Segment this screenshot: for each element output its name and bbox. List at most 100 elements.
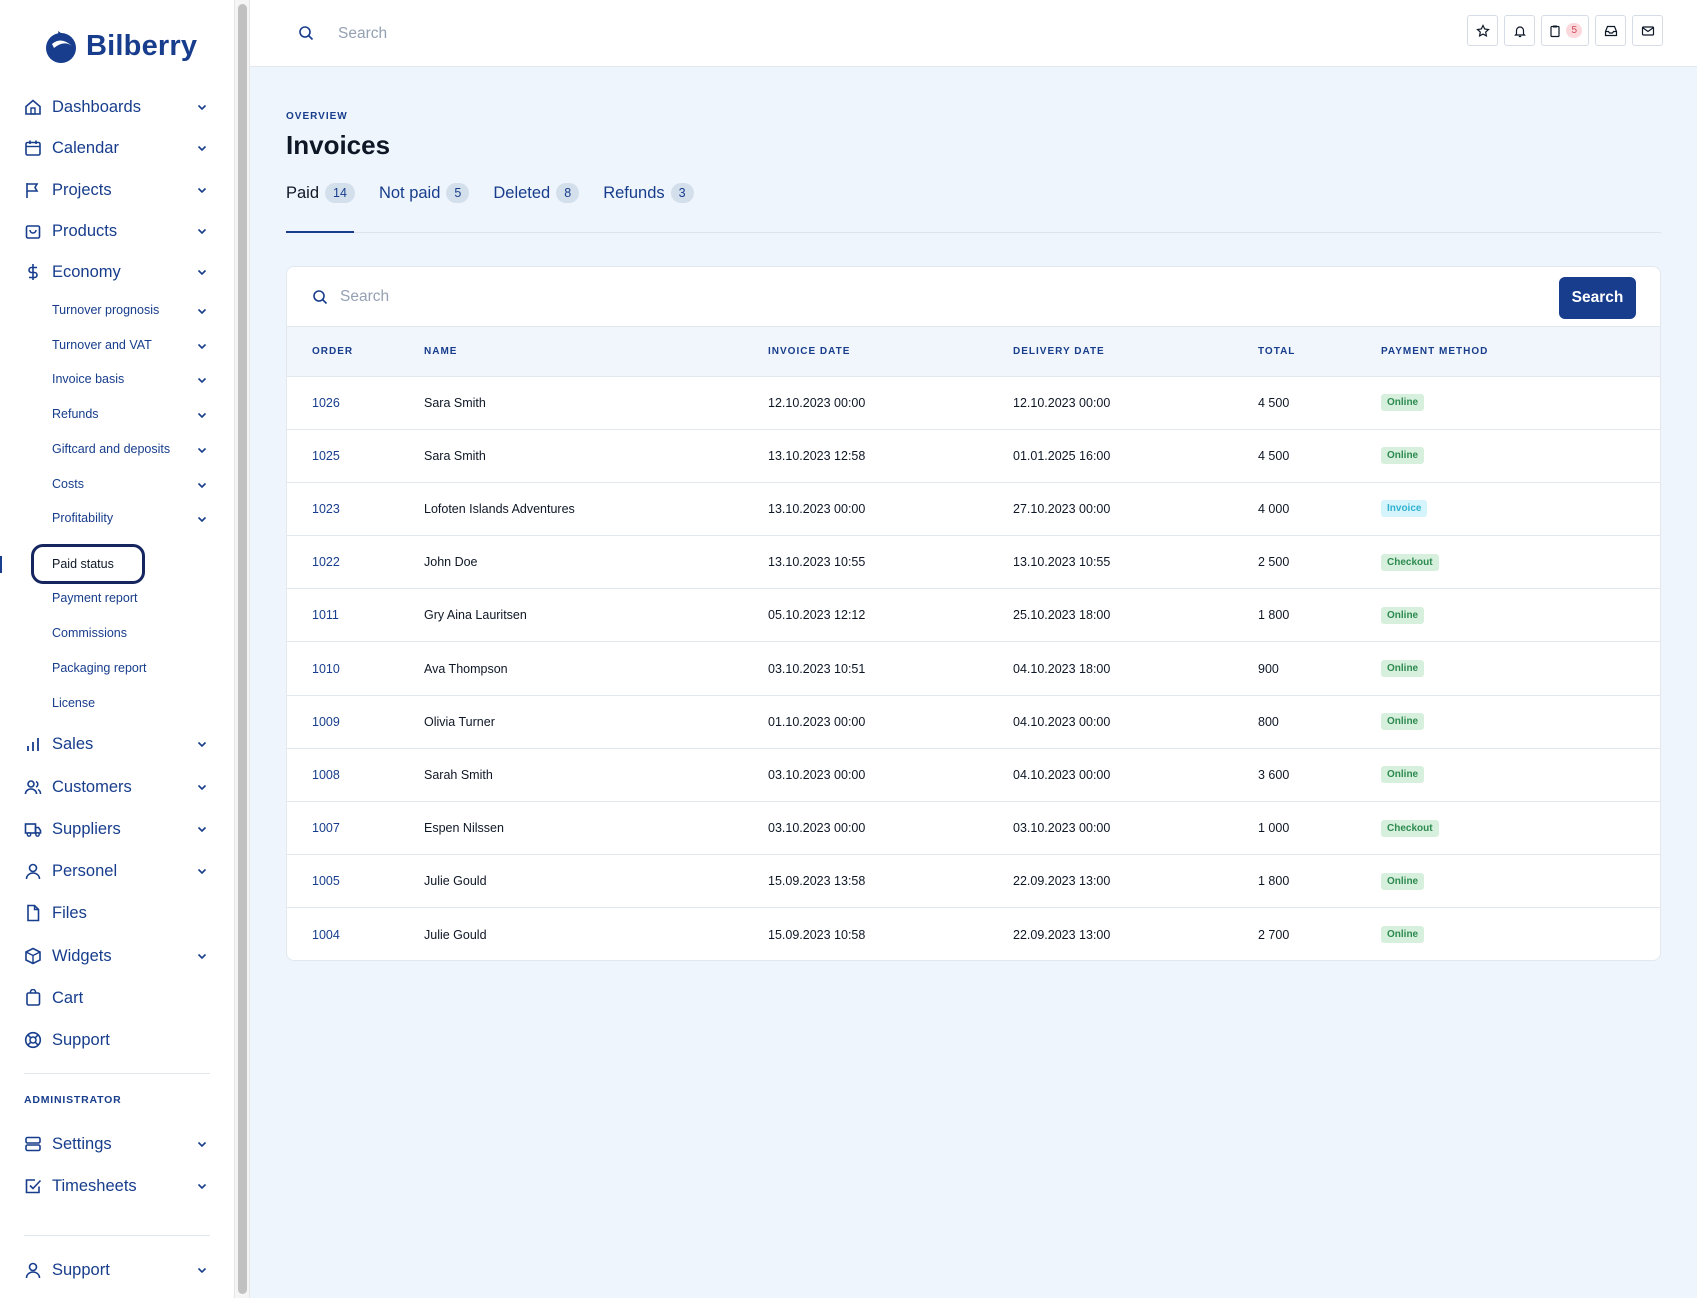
table-row[interactable]: 1008 Sarah Smith 03.10.2023 00:00 04.10.202… [287,748,1660,803]
chevron-down-icon [197,826,207,833]
chevron-down-icon [197,104,207,111]
inbox-button[interactable] [1595,15,1626,46]
delivery-date: 22.09.2023 13:00 [1013,927,1111,942]
total-amount: 3 600 [1258,748,1381,803]
tab-deleted[interactable]: Deleted 8 [493,183,580,205]
order-link[interactable]: 1008 [287,748,424,803]
tab-not-paid[interactable]: Not paid 5 [379,183,470,205]
home-icon-wrap [24,98,42,116]
table-row[interactable]: 1009 Olivia Turner 01.10.2023 00:00 04.10.2… [287,695,1660,749]
table-row[interactable]: 1007 Espen Nilssen 03.10.2023 00:00 03.10.2… [287,801,1660,856]
sidebar-subitem-invoice-basis[interactable]: Invoice basis [52,366,210,392]
table-row[interactable]: 1005 Julie Gould 15.09.2023 13:58 22.09.202… [287,854,1660,909]
tab-paid[interactable]: Paid 14 [286,183,355,205]
column-header-order[interactable]: ORDER [287,327,424,377]
payment-method-cell: Online [1381,376,1660,430]
payment-method-cell: Online [1381,854,1660,909]
sidebar-item-support[interactable]: Support [24,1024,210,1056]
sidebar-subitem-refunds[interactable]: Refunds [52,401,210,427]
bell-icon [1513,25,1526,37]
sidebar-item-label: Widgets [52,946,112,965]
sidebar-subitem-packaging-report[interactable]: Packaging report [52,655,210,681]
favorites-button[interactable] [1467,15,1499,46]
order-link[interactable]: 1007 [287,801,424,856]
sidebar-item-label: Products [52,221,118,240]
order-link[interactable]: 1022 [287,535,424,590]
invoice-date: 01.10.2023 00:00 [768,695,1013,749]
sidebar-item-label: Files [52,903,87,922]
sidebar-item-files[interactable]: Files [24,897,210,929]
table-row[interactable]: 1026 Sara Smith 12.10.2023 00:00 12.10.2023… [287,376,1660,430]
sidebar-subitem-costs[interactable]: Costs [52,471,210,497]
sidebar-divider [24,1235,210,1236]
payment-method-cell: Online [1381,429,1660,483]
column-header-total[interactable]: TOTAL [1258,327,1381,377]
table-row[interactable]: 1010 Ava Thompson 03.10.2023 10:51 04.10.20… [287,641,1660,696]
sidebar-scrollbar[interactable] [234,0,250,1298]
column-header-delivery-date[interactable]: DELIVERY DATE [1013,327,1258,377]
table-row[interactable]: 1023 Lofoten Islands Adventures 13.10.2023… [287,482,1660,537]
order-link[interactable]: 1025 [287,429,424,483]
order-link[interactable]: 1011 [287,588,424,643]
sidebar-item-footer-support[interactable]: Support [24,1254,210,1286]
mail-button[interactable] [1632,15,1663,46]
sidebar-item-cart[interactable]: Cart [24,982,210,1014]
sidebar-subitem-giftcard-and-deposits[interactable]: Giftcard and deposits [52,436,210,462]
sidebar-subitem-turnover-prognosis[interactable]: Turnover prognosis [52,297,210,323]
sidebar-item-economy[interactable]: Economy [24,256,210,288]
tab-label: Refunds [603,183,665,202]
payment-method-badge: Online [1381,447,1425,465]
payment-method-badge: Invoice [1381,500,1428,518]
order-link[interactable]: 1009 [287,695,424,749]
column-header-payment-method[interactable]: PAYMENT METHOD [1381,327,1660,377]
users-icon-wrap [24,778,42,796]
sidebar-item-products[interactable]: Products [24,215,210,247]
order-link[interactable]: 1010 [287,641,424,696]
sidebar-item-settings[interactable]: Settings [24,1128,210,1160]
chevron-down-icon [197,412,207,419]
notifications-button[interactable] [1504,15,1536,46]
sidebar-item-widgets[interactable]: Widgets [24,940,210,972]
page-title: Invoices [286,130,391,160]
page-overline: OVERVIEW [286,111,348,122]
inbox-icon [1604,25,1617,36]
search-button[interactable]: Search [1559,277,1636,319]
user-icon-wrap [24,862,42,880]
server-icon [25,1136,41,1152]
sidebar-subitem-commissions[interactable]: Commissions [52,620,210,646]
sidebar-subitem-license[interactable]: License [52,690,210,716]
order-link[interactable]: 1023 [287,482,424,537]
sidebar-subitem-turnover-and-vat[interactable]: Turnover and VAT [52,332,210,358]
logo[interactable]: Bilberry [44,28,197,64]
search-icon [313,290,328,305]
tab-refunds[interactable]: Refunds 3 [603,183,694,205]
sidebar-item-projects[interactable]: Projects [24,174,210,206]
invoice-date: 03.10.2023 10:51 [768,641,1013,696]
column-header-name[interactable]: NAME [424,327,768,377]
sidebar-item-timesheets[interactable]: Timesheets [24,1170,210,1202]
order-link[interactable]: 1026 [287,376,424,430]
table-row[interactable]: 1025 Sara Smith 13.10.2023 12:58 01.01.2025… [287,429,1660,483]
sidebar-subitem-payment-report[interactable]: Payment report [52,585,210,611]
sidebar-item-calendar[interactable]: Calendar [24,132,210,164]
order-link[interactable]: 1004 [312,927,340,942]
table-search-input[interactable] [340,284,940,310]
clipboard-button[interactable]: 5 [1541,15,1589,46]
sidebar-item-dashboards[interactable]: Dashboards [24,91,210,123]
sidebar-subitem-paid-status[interactable]: Paid status [52,557,114,571]
sidebar-subitem-profitability[interactable]: Profitability [52,505,210,531]
sidebar-item-personel[interactable]: Personel [24,855,210,887]
table-row[interactable]: 1011 Gry Aina Lauritsen 05.10.2023 12:12 25… [287,588,1660,643]
total-amount: 4 500 [1258,429,1381,483]
table-row[interactable]: 1004 Julie Gould 15.09.2023 10:58 22.09.202… [287,908,1660,960]
sidebar-item-sales[interactable]: Sales [24,728,210,760]
global-search-input[interactable] [338,20,738,48]
sidebar-item-suppliers[interactable]: Suppliers [24,813,210,845]
scrollbar-thumb[interactable] [238,4,247,1294]
table-row[interactable]: 1022 John Doe 13.10.2023 10:55 13.10.2023 1… [287,535,1660,590]
chevron-wrap [196,340,208,355]
order-link[interactable]: 1005 [287,854,424,909]
sidebar-item-customers[interactable]: Customers [24,771,210,803]
column-header-invoice-date[interactable]: INVOICE DATE [768,327,1013,377]
payment-method-badge: Checkout [1381,819,1439,837]
